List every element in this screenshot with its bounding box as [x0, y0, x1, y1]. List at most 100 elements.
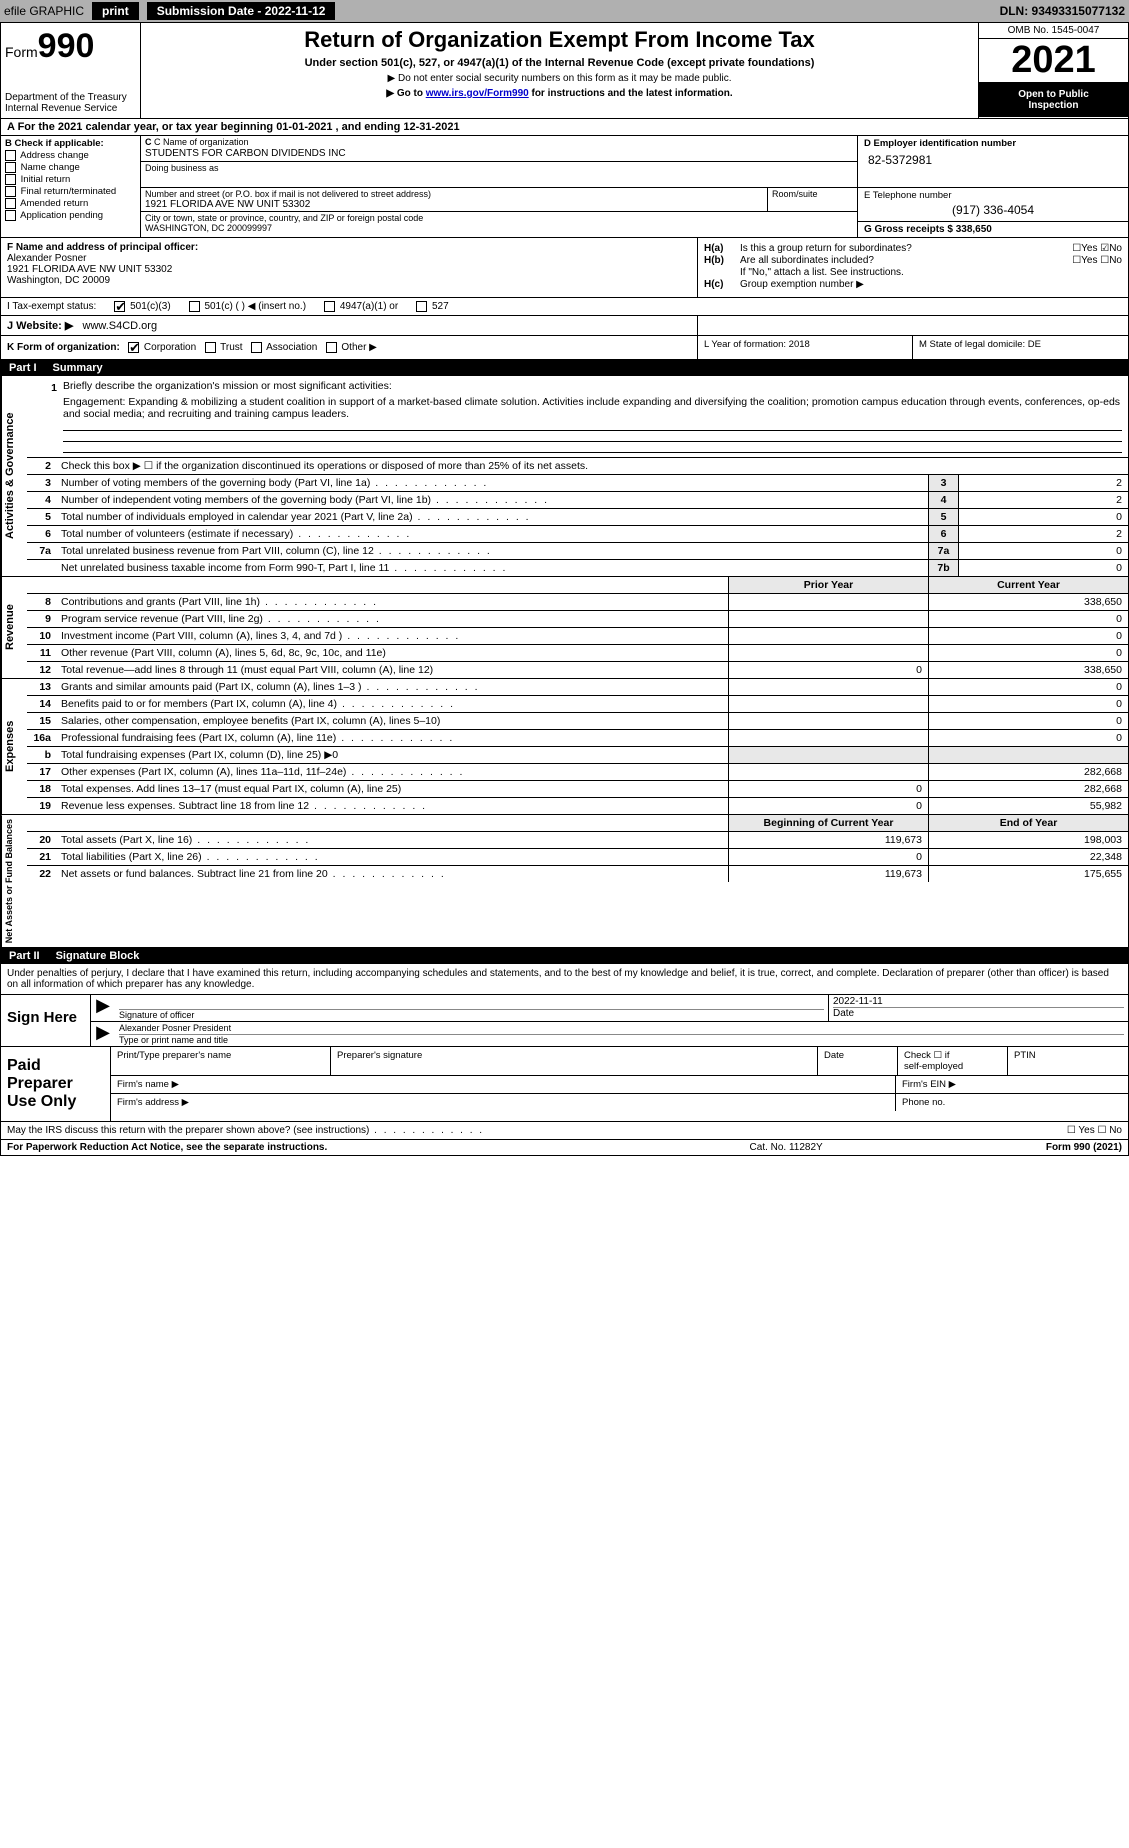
- l8-current: 338,650: [928, 594, 1128, 610]
- chk-4947[interactable]: 4947(a)(1) or: [324, 301, 398, 312]
- officer-addr1: 1921 FLORIDA AVE NW UNIT 53302: [7, 264, 691, 275]
- hdr-current-year: Current Year: [928, 577, 1128, 593]
- l21-current: 22,348: [928, 849, 1128, 865]
- l7b-value: 0: [958, 560, 1128, 576]
- may-discuss-yesno[interactable]: ☐ Yes ☐ No: [1067, 1125, 1122, 1136]
- chk-address-change[interactable]: Address change: [5, 150, 136, 161]
- l12-prior: 0: [728, 662, 928, 678]
- chk-527[interactable]: 527: [416, 301, 448, 312]
- chk-association[interactable]: Association: [251, 342, 317, 353]
- telephone-block: E Telephone number (917) 336-4054: [858, 188, 1128, 222]
- inspect1: Open to Public: [1018, 89, 1089, 100]
- dln-label: DLN: 93493315077132: [1000, 4, 1125, 18]
- city-cell: City or town, state or province, country…: [141, 211, 857, 234]
- chk-application-pending[interactable]: Application pending: [5, 210, 136, 221]
- l8-prior: [728, 594, 928, 610]
- form-number: Form990: [5, 27, 136, 66]
- firm-ein: Firm's EIN ▶: [896, 1076, 1128, 1093]
- l19-text: Revenue less expenses. Subtract line 18 …: [57, 798, 728, 814]
- chk-initial-return[interactable]: Initial return: [5, 174, 136, 185]
- l16a-current: 0: [928, 730, 1128, 746]
- m-state-domicile: M State of legal domicile: DE: [913, 336, 1128, 359]
- l7a-value: 0: [958, 543, 1128, 559]
- submission-date-button[interactable]: Submission Date - 2022-11-12: [147, 2, 336, 20]
- website-cell: J Website: ▶ www.S4CD.org: [1, 316, 698, 335]
- signature-cell[interactable]: Signature of officer: [115, 995, 828, 1021]
- chk-final-return[interactable]: Final return/terminated: [5, 186, 136, 197]
- l1-num: 1: [33, 380, 63, 396]
- ha-yesno[interactable]: ☐Yes ☑No: [1042, 243, 1122, 254]
- form-header: Form990 Department of the Treasury Inter…: [1, 23, 1128, 119]
- l14-prior: [728, 696, 928, 712]
- chk-amended[interactable]: Amended return: [5, 198, 136, 209]
- l13-text: Grants and similar amounts paid (Part IX…: [57, 679, 728, 695]
- officer-addr2: Washington, DC 20009: [7, 275, 691, 286]
- firm-name: Firm's name ▶: [111, 1076, 896, 1093]
- chk-other[interactable]: Other ▶: [326, 342, 377, 353]
- block-fh: F Name and address of principal officer:…: [1, 238, 1128, 298]
- name-title-cell: Alexander Posner President Type or print…: [115, 1022, 1128, 1046]
- chk-trust[interactable]: Trust: [205, 342, 243, 353]
- street-label: Number and street (or P.O. box if mail i…: [145, 189, 763, 199]
- chk-name-change[interactable]: Name change: [5, 162, 136, 173]
- may-discuss-row: May the IRS discuss this return with the…: [1, 1122, 1128, 1140]
- chk-501c3[interactable]: 501(c)(3): [114, 301, 170, 312]
- hc-label: H(c): [704, 279, 740, 290]
- tax-exempt-row: I Tax-exempt status: 501(c)(3) 501(c) ( …: [1, 298, 1128, 316]
- prep-date-label: Date: [818, 1047, 898, 1075]
- l4-value: 2: [958, 492, 1128, 508]
- paid-preparer-block: Paid Preparer Use Only Print/Type prepar…: [1, 1047, 1128, 1122]
- col-c: C C Name of organization STUDENTS FOR CA…: [141, 136, 1128, 237]
- city-value: WASHINGTON, DC 200099997: [145, 223, 853, 233]
- l4-text: Number of independent voting members of …: [57, 492, 928, 508]
- l5-text: Total number of individuals employed in …: [57, 509, 928, 525]
- hdr-beginning-year: Beginning of Current Year: [728, 815, 928, 831]
- gross-receipts: G Gross receipts $ 338,650: [858, 222, 1128, 237]
- k-cell: K Form of organization: Corporation Trus…: [1, 336, 698, 359]
- l11-prior: [728, 645, 928, 661]
- note2-post: for instructions and the latest informat…: [529, 88, 733, 99]
- l20-text: Total assets (Part X, line 16): [57, 832, 728, 848]
- chk-corporation[interactable]: Corporation: [128, 342, 196, 353]
- hc-continue: [698, 316, 1128, 335]
- i-label: I Tax-exempt status:: [7, 301, 96, 312]
- l10-current: 0: [928, 628, 1128, 644]
- irs-link[interactable]: www.irs.gov/Form990: [426, 88, 529, 99]
- l15-current: 0: [928, 713, 1128, 729]
- org-name-value: STUDENTS FOR CARBON DIVIDENDS INC: [141, 148, 857, 161]
- form-subtitle: Under section 501(c), 527, or 4947(a)(1)…: [149, 57, 970, 69]
- chk-501c[interactable]: 501(c) ( ) ◀ (insert no.): [189, 301, 306, 312]
- l10-text: Investment income (Part VIII, column (A)…: [57, 628, 728, 644]
- l1-label: Briefly describe the organization's miss…: [63, 380, 392, 396]
- website-row: J Website: ▶ www.S4CD.org: [1, 316, 1128, 336]
- address-block: Number and street (or P.O. box if mail i…: [141, 188, 858, 237]
- note-ssn: ▶ Do not enter social security numbers o…: [149, 73, 970, 84]
- hb-yesno[interactable]: ☐Yes ☐No: [1042, 255, 1122, 266]
- form-container: Form990 Department of the Treasury Inter…: [0, 22, 1129, 1156]
- efile-label: efile GRAPHIC: [4, 4, 84, 18]
- omb-label: OMB No. 1545-0047: [979, 23, 1128, 39]
- l17-text: Other expenses (Part IX, column (A), lin…: [57, 764, 728, 780]
- l15-text: Salaries, other compensation, employee b…: [57, 713, 728, 729]
- l12-current: 338,650: [928, 662, 1128, 678]
- print-button[interactable]: print: [92, 2, 139, 20]
- l10-prior: [728, 628, 928, 644]
- l17-prior: [728, 764, 928, 780]
- l20-current: 198,003: [928, 832, 1128, 848]
- mission-lines: [33, 430, 1122, 453]
- topbar: efile GRAPHIC print Submission Date - 20…: [0, 0, 1129, 22]
- l19-current: 55,982: [928, 798, 1128, 814]
- net-assets-section: Net Assets or Fund Balances bBeginning o…: [1, 815, 1128, 948]
- tel-label: E Telephone number: [864, 190, 1122, 201]
- b-header: B Check if applicable:: [5, 138, 136, 149]
- prep-selfemp[interactable]: Check ☐ ifself-employed: [898, 1047, 1008, 1075]
- prep-sig-label: Preparer's signature: [331, 1047, 818, 1075]
- part1-title: Summary: [53, 362, 103, 374]
- l7b-text: Net unrelated business taxable income fr…: [57, 560, 928, 576]
- street-value: 1921 FLORIDA AVE NW UNIT 53302: [145, 199, 763, 210]
- tax-year: 2021: [979, 39, 1128, 83]
- l7a-text: Total unrelated business revenue from Pa…: [57, 543, 928, 559]
- revenue-section: Revenue bPrior YearCurrent Year 8Contrib…: [1, 577, 1128, 679]
- mission-row: 1Briefly describe the organization's mis…: [27, 376, 1128, 457]
- street-cell: Number and street (or P.O. box if mail i…: [141, 188, 767, 211]
